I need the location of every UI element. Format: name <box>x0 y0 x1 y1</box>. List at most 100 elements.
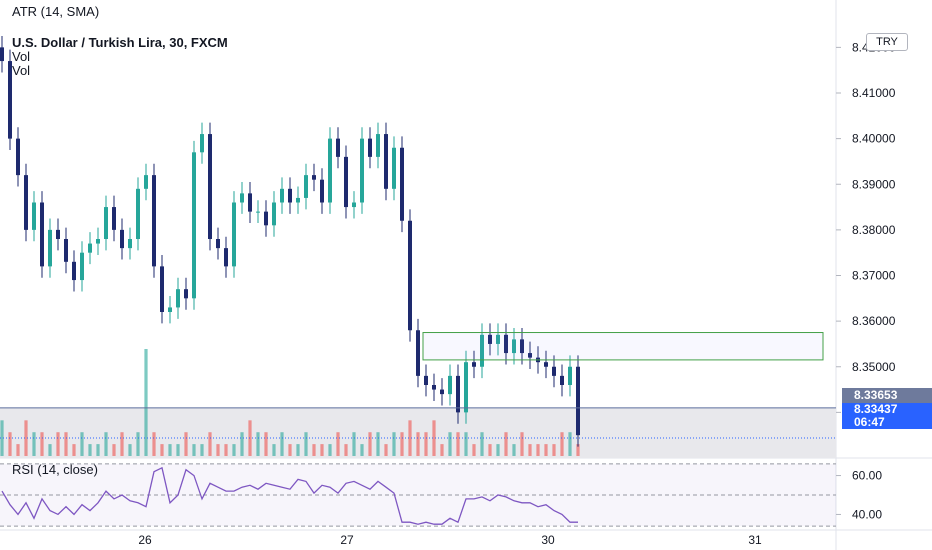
time-tick-label: 30 <box>541 533 555 547</box>
time-axis[interactable]: 26 27 30 31 <box>138 533 762 547</box>
candle-body <box>208 134 212 239</box>
time-tick-label: 26 <box>138 533 152 547</box>
candle-body <box>464 362 468 413</box>
rsi-legend[interactable]: RSI (14, close) <box>12 462 98 477</box>
volume-bar <box>352 432 356 456</box>
volume-bar <box>336 432 340 456</box>
volume-bar <box>512 444 516 456</box>
volume-bar <box>32 432 36 456</box>
candle-body <box>368 138 372 157</box>
rsi-tick-label: 40.00 <box>852 507 882 521</box>
volume-bar <box>208 432 212 456</box>
candle-body <box>120 229 124 249</box>
candle-body <box>32 202 36 230</box>
currency-badge[interactable]: TRY <box>866 33 908 51</box>
candle-body <box>392 147 396 189</box>
candle-body <box>288 188 292 203</box>
volume-bar <box>216 444 220 456</box>
candle-body <box>8 61 12 139</box>
volume-bar <box>416 432 420 456</box>
volume-bar <box>328 444 332 456</box>
volume-bar <box>520 432 524 456</box>
price-tick-label: 8.39000 <box>852 177 896 191</box>
volume-bar <box>192 444 196 456</box>
volume-bar <box>40 432 44 456</box>
candle-body <box>432 385 436 390</box>
volume-bar <box>112 444 116 456</box>
candle-body <box>232 202 236 267</box>
volume-bar <box>472 444 476 456</box>
candle-body <box>376 134 380 157</box>
volume-bar <box>80 432 84 456</box>
volume-bar <box>24 420 28 456</box>
volume-bar <box>400 432 404 456</box>
volume-bar <box>320 444 324 456</box>
volume-legend[interactable]: Vol <box>12 63 31 78</box>
candle-body <box>48 229 52 267</box>
volume-bar <box>8 432 12 456</box>
price-tick-label: 8.40000 <box>852 132 896 146</box>
volume-bar <box>528 444 532 456</box>
volume-bar <box>552 444 556 456</box>
volume-bar <box>16 444 20 456</box>
candle-body <box>528 353 532 358</box>
volume-bar <box>392 432 396 456</box>
candle-body <box>496 334 500 344</box>
candle-body <box>360 138 364 203</box>
supply-zone-rectangle[interactable] <box>422 332 824 361</box>
volume-bar <box>544 444 548 456</box>
candle-body <box>544 362 548 367</box>
candle-body <box>80 252 84 281</box>
volume-bar <box>376 432 380 456</box>
candle-body <box>440 389 444 395</box>
price-axis[interactable]: 8.420008.410008.400008.390008.380008.370… <box>836 40 896 521</box>
atr-legend[interactable]: ATR (14, SMA) <box>12 4 100 19</box>
volume-bar <box>480 432 484 456</box>
candle-body <box>72 261 76 281</box>
volume-bar <box>408 420 412 456</box>
volume-bar <box>304 432 308 456</box>
price-tag-high: 8.33653 <box>842 388 932 403</box>
price-tick-label: 8.41000 <box>852 86 896 100</box>
candle-body <box>424 375 428 385</box>
volume-bar <box>72 444 76 456</box>
candle-body <box>136 188 140 239</box>
volume-bar <box>296 444 300 456</box>
volume-bar <box>48 444 52 456</box>
volume-bar <box>96 444 100 456</box>
price-tick-label: 8.37000 <box>852 269 896 283</box>
volume-bar <box>568 432 572 456</box>
volume-bar <box>232 444 236 456</box>
volume-bar <box>440 444 444 456</box>
candle-body <box>160 266 164 312</box>
candle-body <box>152 175 156 267</box>
candle-body <box>272 202 276 226</box>
candle-body <box>552 366 556 376</box>
volume-legend[interactable]: Vol <box>12 49 31 64</box>
volume-bar <box>256 432 260 456</box>
symbol-title[interactable]: U.S. Dollar / Turkish Lira, 30, FXCM <box>12 35 228 50</box>
volume-bar <box>120 432 124 456</box>
candle-body <box>512 339 516 354</box>
candle-body <box>104 207 108 239</box>
candle-body <box>472 362 476 367</box>
volume-bar <box>424 432 428 456</box>
candle-body <box>240 193 244 203</box>
volume-bar <box>136 432 140 456</box>
volume-bar <box>240 432 244 456</box>
rsi-line <box>1 466 578 525</box>
volume-bar <box>288 444 292 456</box>
candle-body <box>312 175 316 180</box>
candle-body <box>304 175 308 198</box>
candle-body <box>96 239 100 244</box>
candle-body <box>192 152 196 299</box>
volume-bar <box>272 444 276 456</box>
volume-bar <box>560 432 564 456</box>
volume-bar <box>432 420 436 456</box>
volume-bar <box>160 444 164 456</box>
volume-bar <box>280 432 284 456</box>
price-tag-last: 8.33437 06:47 <box>842 403 932 429</box>
candle-body <box>16 138 20 176</box>
candle-body <box>256 211 260 213</box>
